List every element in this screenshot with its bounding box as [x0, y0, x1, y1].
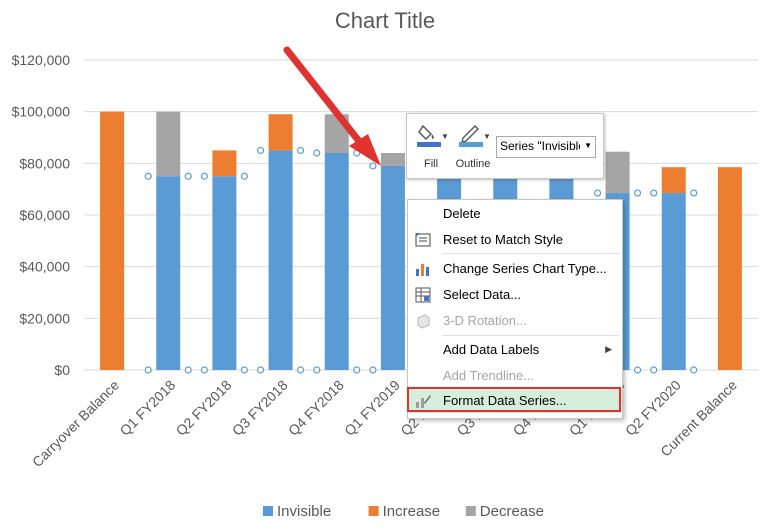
bar-decrease[interactable] — [605, 151, 630, 194]
menu-item-add-trendline: Add Trendline... — [408, 364, 622, 388]
selection-handle[interactable] — [690, 366, 698, 374]
y-tick-label: $120,000 — [12, 52, 71, 68]
annotation-arrow — [283, 46, 370, 154]
selection-handle[interactable] — [296, 366, 305, 374]
menu-separator — [442, 253, 620, 254]
selection-handle[interactable] — [369, 162, 377, 170]
selection-handle[interactable] — [184, 366, 192, 374]
selection-handle[interactable] — [256, 366, 265, 374]
paint-bucket-icon — [417, 124, 441, 147]
menu-item-label: Reset to Match Style — [443, 232, 563, 247]
selection-handle[interactable] — [369, 366, 377, 374]
menu-item-change-series-chart-type[interactable]: Change Series Chart Type... — [408, 257, 622, 281]
selection-handle[interactable] — [650, 189, 658, 197]
menu-item-add-data-labels[interactable]: Add Data Labels ▶ — [408, 338, 622, 362]
legend-swatch — [465, 506, 476, 516]
x-tick-label: Carryover Balance — [29, 377, 122, 470]
selection-handle[interactable] — [184, 172, 192, 180]
menu-item-label: 3-D Rotation... — [443, 313, 527, 328]
menu-item-select-data[interactable]: Select Data... — [408, 283, 622, 307]
y-tick-label: $20,000 — [19, 310, 70, 326]
bar-invisible[interactable] — [324, 153, 349, 370]
y-tick-label: $100,000 — [12, 104, 71, 120]
bar-invisible[interactable] — [268, 150, 293, 370]
x-tick-label: Q1 FY2018 — [116, 377, 178, 439]
pen-outline-icon — [459, 125, 483, 147]
series-context-menu: Delete Reset to Match Style Change Serie… — [407, 199, 623, 419]
series-selector-value: Series "Invisible" — [500, 139, 580, 153]
menu-item-label: Add Data Labels — [443, 342, 540, 357]
selection-handle[interactable] — [240, 366, 249, 374]
menu-item-label: Format Data Series... — [443, 393, 567, 408]
menu-item-3d-rotation: 3-D Rotation... — [408, 309, 622, 333]
menu-item-label: Add Trendline... — [443, 368, 535, 383]
menu-item-label: Select Data... — [443, 287, 522, 302]
bar-invisible[interactable] — [212, 176, 237, 370]
selection-handle[interactable] — [593, 189, 602, 197]
y-tick-label: $60,000 — [19, 207, 70, 223]
x-tick-label: Q2 FY2018 — [173, 377, 235, 439]
selection-handle[interactable] — [200, 366, 209, 374]
y-tick-label: $40,000 — [19, 259, 70, 275]
bar-invisible[interactable] — [380, 165, 405, 370]
y-tick-label: $80,000 — [19, 155, 70, 171]
series-selector-dropdown[interactable]: Series "Invisible" ▼ — [496, 136, 596, 158]
annotation-arrow-head — [349, 134, 381, 166]
selection-handle[interactable] — [144, 366, 152, 374]
chart-type-icon — [416, 264, 429, 276]
x-tick-label: Q3 FY2018 — [229, 377, 291, 439]
outline-label: Outline — [455, 158, 491, 170]
format-mini-toolbar: ▼ Fill ▼ Outline Series "Invisible" ▼ — [406, 113, 604, 179]
legend-swatch — [263, 506, 273, 516]
fill-dropdown-arrow-icon[interactable]: ▼ — [441, 132, 449, 141]
menu-item-reset-to-match-style[interactable]: Reset to Match Style — [408, 228, 622, 252]
bar-increase[interactable] — [100, 111, 125, 371]
format-series-icon — [416, 395, 431, 408]
menu-separator — [442, 335, 620, 336]
bar-invisible[interactable] — [661, 193, 686, 370]
selection-handle[interactable] — [240, 172, 249, 180]
chevron-down-icon: ▼ — [584, 141, 592, 150]
y-tick-label: $0 — [54, 362, 70, 378]
fill-button[interactable]: ▼ Fill — [411, 120, 451, 172]
reset-style-icon — [415, 233, 431, 247]
menu-item-delete[interactable]: Delete — [408, 202, 622, 226]
selection-handle[interactable] — [633, 189, 642, 197]
selection-handle[interactable] — [296, 146, 305, 155]
legend-entry: Invisible — [277, 503, 331, 520]
outline-dropdown-arrow-icon[interactable]: ▼ — [483, 132, 491, 141]
bar-increase[interactable] — [268, 114, 293, 151]
bar-increase[interactable] — [212, 150, 237, 177]
outline-button[interactable]: ▼ Outline — [453, 120, 493, 172]
fill-label: Fill — [423, 158, 439, 170]
selection-handle[interactable] — [313, 149, 321, 157]
bar-decrease[interactable] — [380, 153, 405, 166]
menu-item-label: Delete — [443, 206, 481, 221]
selection-handle[interactable] — [650, 366, 658, 374]
bar-increase[interactable] — [661, 167, 686, 194]
menu-item-format-data-series[interactable]: Format Data Series... — [408, 389, 622, 413]
chart-title: Chart Title — [335, 8, 435, 33]
bar-invisible[interactable] — [156, 176, 181, 370]
selection-handle[interactable] — [633, 366, 642, 374]
select-data-icon — [415, 287, 431, 303]
x-tick-label: Q4 FY2018 — [285, 377, 347, 439]
selection-handle[interactable] — [690, 189, 698, 197]
legend-entry: Decrease — [480, 503, 544, 520]
menu-item-label: Change Series Chart Type... — [443, 261, 607, 276]
submenu-arrow-icon: ▶ — [605, 344, 612, 354]
selection-handle[interactable] — [200, 172, 209, 180]
bar-increase[interactable] — [717, 167, 742, 370]
3d-rotation-icon — [417, 314, 430, 329]
selection-handle[interactable] — [313, 366, 321, 374]
legend-swatch — [368, 506, 379, 516]
bar-decrease[interactable] — [156, 111, 181, 177]
selection-handle[interactable] — [256, 146, 265, 155]
selection-handle[interactable] — [353, 366, 361, 374]
x-tick-label: Q1 FY2019 — [341, 377, 403, 439]
selection-handle[interactable] — [144, 172, 152, 180]
legend-entry: Increase — [383, 503, 441, 520]
